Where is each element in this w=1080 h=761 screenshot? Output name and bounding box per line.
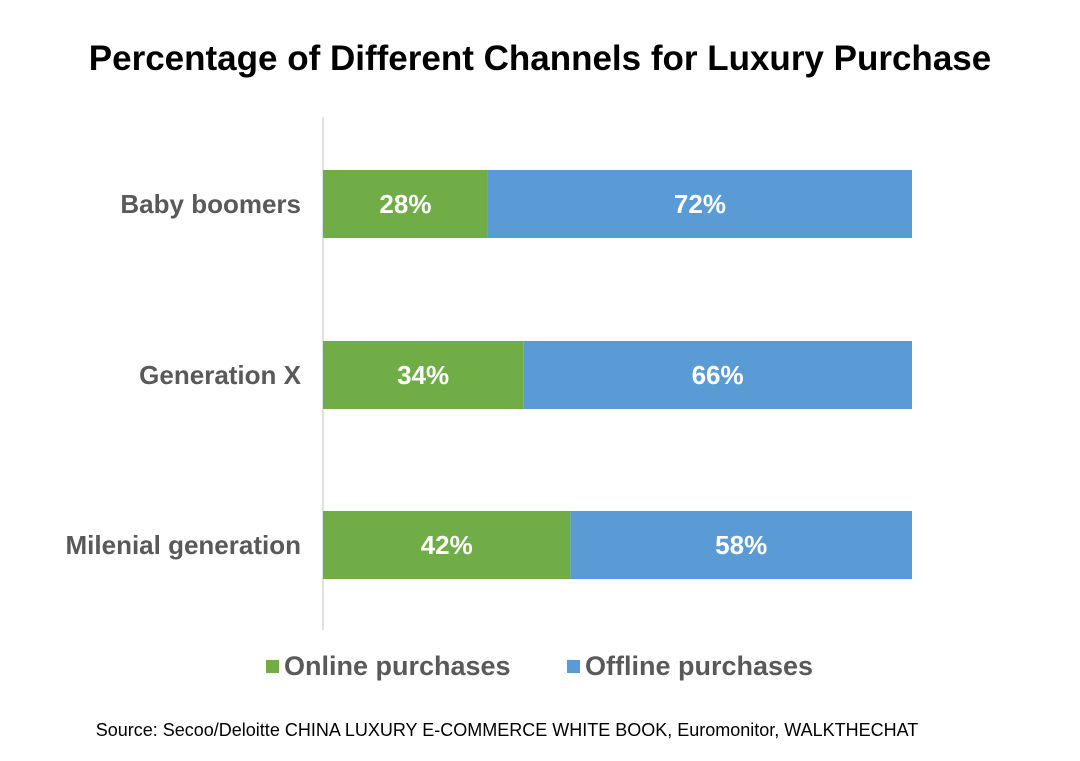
bar-online-purchases [323,341,524,409]
data-label: 42% [421,530,473,560]
legend: Online purchases Offline purchases [266,651,813,681]
legend-label-online: Online purchases [284,651,511,681]
legend-swatch-offline [567,660,580,673]
chart-title: Percentage of Different Channels for Lux… [89,39,991,78]
source-note: Source: Secoo/Deloitte CHINA LUXURY E-CO… [96,720,919,740]
category-label: Milenial generation [66,530,302,560]
bar-offline-purchases [487,170,912,238]
bar-offline-purchases [570,511,912,579]
data-label: 72% [674,189,726,219]
data-label: 28% [379,189,431,219]
labels-layer: Baby boomers 28% 72% Generation X 34% 66% Mile… [66,189,768,560]
category-label: Generation X [139,360,301,390]
legend-label-offline: Offline purchases [585,651,813,681]
legend-swatch-online [266,660,279,673]
bar-offline-purchases [523,341,912,409]
bar-online-purchases [323,511,571,579]
data-label: 66% [692,360,744,390]
bars-layer [323,170,912,579]
data-label: 58% [715,530,767,560]
bar-online-purchases [323,170,488,238]
data-label: 34% [397,360,449,390]
category-label: Baby boomers [120,189,301,219]
